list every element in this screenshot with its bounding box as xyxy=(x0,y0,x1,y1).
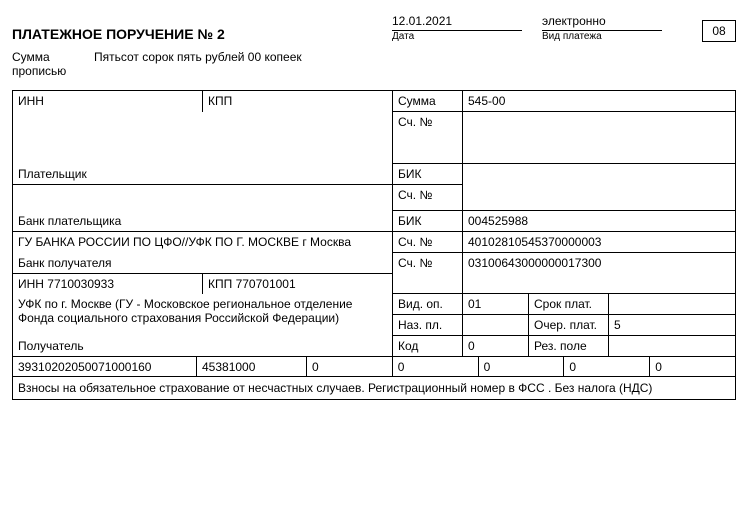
recipient-bank-sch-value: 40102810545370000003 xyxy=(463,232,736,253)
srok-plat-label: Срок плат. xyxy=(529,294,609,315)
vid-op-label: Вид. оп. xyxy=(393,294,463,315)
payment-purpose: Взносы на обязательное страхование от не… xyxy=(12,377,736,400)
payment-type-block: электронно Вид платежа xyxy=(542,12,662,42)
recipient-inn: ИНН 7710030933 xyxy=(13,273,203,294)
kbk: 39310202050071000160 xyxy=(12,357,197,377)
document-title: ПЛАТЕЖНОЕ ПОРУЧЕНИЕ № 2 xyxy=(12,26,372,42)
payer-name-cell xyxy=(13,112,393,164)
recipient-bank-bik-value: 004525988 xyxy=(463,211,736,232)
naz-pl-value xyxy=(463,315,529,336)
sum-label: Сумма xyxy=(393,91,463,112)
sum-words-value: Пятьсот сорок пять рублей 00 копеек xyxy=(94,50,736,78)
payer-bank-bik-value xyxy=(463,164,736,185)
date-block: 12.01.2021 Дата xyxy=(392,12,522,42)
payer-kpp-label: КПП xyxy=(203,91,393,112)
oktmo: 45381000 xyxy=(197,357,307,377)
form-code-box: 08 xyxy=(702,20,736,42)
code-7: 0 xyxy=(650,357,736,377)
recipient-name: УФК по г. Москве (ГУ - Московское регион… xyxy=(13,294,393,336)
vid-op-value: 01 xyxy=(463,294,529,315)
code-3: 0 xyxy=(307,357,393,377)
sum-in-words: Сумма прописью Пятьсот сорок пять рублей… xyxy=(12,50,736,78)
rez-pole-label: Рез. поле xyxy=(529,336,609,357)
payer-sch-value xyxy=(463,112,736,164)
rez-pole-value xyxy=(609,336,736,357)
payer-bank-sch-value xyxy=(463,185,736,211)
recipient-sch-value: 03100643000000017300 xyxy=(463,253,736,294)
date-value: 12.01.2021 xyxy=(392,12,522,31)
srok-plat-value xyxy=(609,294,736,315)
code-6: 0 xyxy=(564,357,650,377)
header-row: ПЛАТЕЖНОЕ ПОРУЧЕНИЕ № 2 12.01.2021 Дата … xyxy=(12,12,736,42)
payer-bank-sch-label: Сч. № xyxy=(393,185,463,211)
code-5: 0 xyxy=(479,357,565,377)
payer-inn-label: ИНН xyxy=(13,91,203,112)
sum-words-label: Сумма прописью xyxy=(12,50,82,78)
sum-value: 545-00 xyxy=(463,91,736,112)
naz-pl-label: Наз. пл. xyxy=(393,315,463,336)
ocher-plat-value: 5 xyxy=(609,315,736,336)
payment-type-label: Вид платежа xyxy=(542,31,662,42)
code-4: 0 xyxy=(393,357,479,377)
budget-codes-row: 39310202050071000160 45381000 0 0 0 0 0 xyxy=(12,357,736,377)
payer-sch-label: Сч. № xyxy=(393,112,463,164)
payer-label: Плательщик xyxy=(13,164,393,185)
kod-label: Код xyxy=(393,336,463,357)
payment-type-value: электронно xyxy=(542,12,662,31)
payer-bank-name-cell xyxy=(13,185,393,211)
kod-value: 0 xyxy=(463,336,529,357)
recipient-kpp: КПП 770701001 xyxy=(203,273,393,294)
payer-bank-label: Банк плательщика xyxy=(13,211,393,232)
ocher-plat-label: Очер. плат. xyxy=(529,315,609,336)
recipient-bank-name: ГУ БАНКА РОССИИ ПО ЦФО//УФК ПО Г. МОСКВЕ… xyxy=(13,232,393,253)
payment-table: ИНН КПП Сумма 545-00 Сч. № Плательщик БИ… xyxy=(12,90,736,357)
recipient-bank-label: Банк получателя xyxy=(13,253,393,274)
payer-bank-bik-label: БИК xyxy=(393,164,463,185)
recipient-label: Получатель xyxy=(13,336,393,357)
recipient-sch-label: Сч. № xyxy=(393,253,463,294)
recipient-bank-sch-label: Сч. № xyxy=(393,232,463,253)
date-label: Дата xyxy=(392,31,522,42)
recipient-bank-bik-label: БИК xyxy=(393,211,463,232)
